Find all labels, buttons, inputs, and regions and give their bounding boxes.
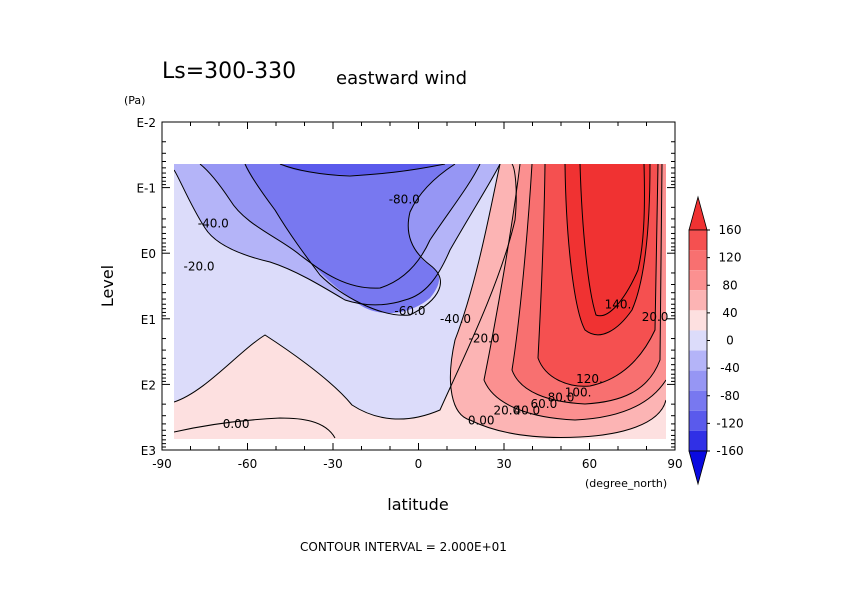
x-tick-label: -60	[238, 457, 258, 471]
y-tick-label: E3	[141, 444, 156, 458]
contour-label: 20.0	[493, 404, 520, 418]
y-tick-label: E1	[141, 313, 156, 327]
colorbar-tick-label: 40	[722, 306, 737, 320]
y-axis-title: Level	[98, 265, 117, 307]
contour-label: 120.	[576, 372, 603, 386]
colorbar-tick-label: 0	[726, 334, 734, 348]
y-tick-label: E0	[141, 247, 156, 261]
colorbar-band	[689, 390, 707, 411]
contour-label: 20.0	[642, 310, 669, 324]
colorbar-band	[689, 330, 707, 351]
contour-fill	[174, 164, 666, 439]
colorbar-band	[689, 350, 707, 371]
colorbar-band	[689, 270, 707, 291]
contour-label: 40.0	[513, 404, 540, 418]
colorbar-band	[689, 250, 707, 271]
colorbar: 160 120 80 40 0 -40 -80 -120 -160	[688, 195, 744, 486]
contour-label: 0.00	[468, 413, 495, 427]
contour-lines	[174, 164, 666, 439]
colorbar-tick-label: -80	[720, 389, 740, 403]
contour-label: 100.	[565, 385, 592, 399]
colorbar-top-arrow	[688, 195, 708, 231]
contour-interval-note: CONTOUR INTERVAL = 2.000E+01	[300, 540, 507, 554]
x-axis: -90 -60 -30 0 30 60 90	[152, 122, 683, 471]
contour-label: -20.0	[469, 331, 500, 345]
x-tick-label: 90	[667, 457, 682, 471]
x-tick-label: 0	[415, 457, 423, 471]
x-tick-label: -90	[152, 457, 172, 471]
colorbar-band	[689, 370, 707, 391]
contour-labels: -80.0-40.0-20.0-60.0-40.0-20.00.00 0.0020…	[184, 192, 669, 430]
contour-label: -40.0	[198, 217, 229, 231]
colorbar-tick-label: 160	[719, 223, 742, 237]
colorbar-band	[689, 410, 707, 431]
y-axis: E-2 E-1 E0 E1 E2 E3	[136, 116, 675, 458]
y-tick-label: E-2	[136, 116, 156, 130]
y-tick-label: E-1	[136, 182, 156, 196]
x-tick-label: -30	[323, 457, 343, 471]
contour-label: -40.0	[440, 312, 471, 326]
contour-label: -80.0	[389, 192, 420, 206]
colorbar-band	[689, 290, 707, 311]
x-tick-label: 30	[496, 457, 511, 471]
colorbar-band	[689, 310, 707, 331]
colorbar-band	[689, 230, 707, 251]
chart-title: Ls=300-330	[162, 59, 296, 84]
contour-label: 0.00	[223, 417, 250, 431]
colorbar-tick-label: 120	[719, 251, 742, 265]
colorbar-band	[689, 430, 707, 451]
y-unit: (Pa)	[124, 94, 145, 107]
colorbar-tick-label: 80	[722, 278, 737, 292]
contour-label: 60.0	[531, 397, 558, 411]
contour-label: 80.0	[548, 391, 575, 405]
colorbar-tick-label: -40	[720, 361, 740, 375]
colorbar-tick-label: -120	[716, 416, 743, 430]
colorbar-bottom-arrow	[688, 450, 708, 486]
minor-ticks	[162, 122, 675, 450]
contour-label: -20.0	[184, 259, 215, 273]
y-tick-label: E2	[141, 378, 156, 392]
chart-subtitle: eastward wind	[336, 68, 467, 89]
colorbar-tick-label: -160	[716, 444, 743, 458]
contour-label: 140.	[605, 297, 632, 311]
x-axis-title: latitude	[387, 495, 448, 514]
x-tick-label: 60	[582, 457, 597, 471]
contour-label: -60.0	[394, 304, 425, 318]
x-unit: (degree_north)	[585, 477, 667, 490]
